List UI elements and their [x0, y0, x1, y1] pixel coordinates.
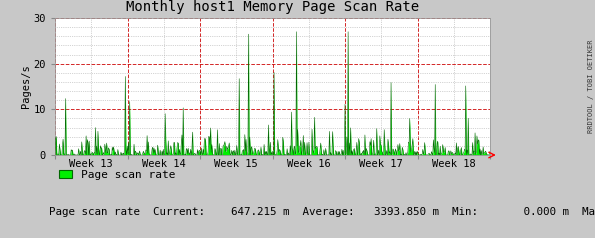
- Title: Monthly host1 Memory Page Scan Rate: Monthly host1 Memory Page Scan Rate: [126, 0, 419, 14]
- Y-axis label: Pages/s: Pages/s: [21, 65, 31, 108]
- Text: Page scan rate  Current:    647.215 m  Average:   3393.850 m  Min:       0.000 m: Page scan rate Current: 647.215 m Averag…: [49, 207, 595, 217]
- Text: RRDTOOL / TOBI OETIKER: RRDTOOL / TOBI OETIKER: [588, 40, 594, 133]
- Legend: Page scan rate: Page scan rate: [55, 165, 180, 184]
